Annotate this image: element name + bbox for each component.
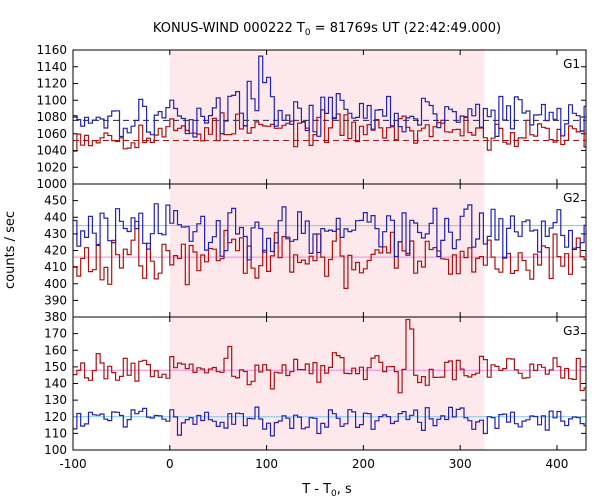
y-tick-label: 380 xyxy=(44,310,67,324)
y-tick-label: 430 xyxy=(44,227,67,241)
y-tick-label: 150 xyxy=(44,360,67,374)
y-tick-label: 390 xyxy=(44,293,67,307)
y-tick-label: 1140 xyxy=(36,60,67,74)
upper-series-line xyxy=(73,203,586,261)
panel-label: G1 xyxy=(563,57,580,71)
lower-series-line xyxy=(73,109,586,152)
y-tick-label: 110 xyxy=(44,426,67,440)
y-tick-label: 1000 xyxy=(36,177,67,191)
y-tick-label: 450 xyxy=(44,194,67,208)
y-tick-label: 140 xyxy=(44,377,67,391)
y-tick-label: 170 xyxy=(44,327,67,341)
chart-title: KONUS-WIND 000222 T0 = 81769s UT (22:42:… xyxy=(153,21,501,38)
y-tick-label: 1160 xyxy=(36,43,67,57)
x-tick-label: 300 xyxy=(449,457,472,471)
x-axis-label: T - T0, s xyxy=(301,482,352,499)
y-tick-label: 1060 xyxy=(36,127,67,141)
y-tick-label: 400 xyxy=(44,277,67,291)
text-layer: 100010201040106010801100112011401160G138… xyxy=(36,43,580,471)
y-tick-label: 410 xyxy=(44,260,67,274)
y-tick-label: 130 xyxy=(44,393,67,407)
y-tick-label: 440 xyxy=(44,210,67,224)
shaded-interval xyxy=(169,184,485,317)
y-tick-label: 420 xyxy=(44,244,67,258)
panel-label: G3 xyxy=(563,324,580,338)
y-tick-label: 1120 xyxy=(36,77,67,91)
y-tick-label: 1080 xyxy=(36,110,67,124)
lower-series-line xyxy=(73,406,586,437)
x-tick-label: 400 xyxy=(546,457,569,471)
lower-series-line xyxy=(73,220,586,289)
background-layer xyxy=(169,50,485,450)
upper-series-line xyxy=(73,318,586,394)
upper-series-line xyxy=(73,55,586,138)
x-tick-label: 200 xyxy=(352,457,375,471)
y-tick-label: 1100 xyxy=(36,93,67,107)
shaded-interval xyxy=(169,317,485,450)
y-tick-label: 100 xyxy=(44,443,67,457)
x-tick-label: 0 xyxy=(166,457,174,471)
shaded-interval xyxy=(169,50,485,184)
x-tick-label: -100 xyxy=(59,457,86,471)
panel-frame xyxy=(72,316,587,451)
y-tick-label: 1020 xyxy=(36,160,67,174)
x-tick-label: 100 xyxy=(255,457,278,471)
y-tick-label: 1040 xyxy=(36,144,67,158)
frame-layer xyxy=(72,49,587,451)
y-axis-label: counts / sec xyxy=(3,211,18,289)
y-tick-label: 120 xyxy=(44,410,67,424)
panel-label: G2 xyxy=(563,191,580,205)
y-tick-label: 160 xyxy=(44,343,67,357)
series-layer xyxy=(73,55,586,437)
